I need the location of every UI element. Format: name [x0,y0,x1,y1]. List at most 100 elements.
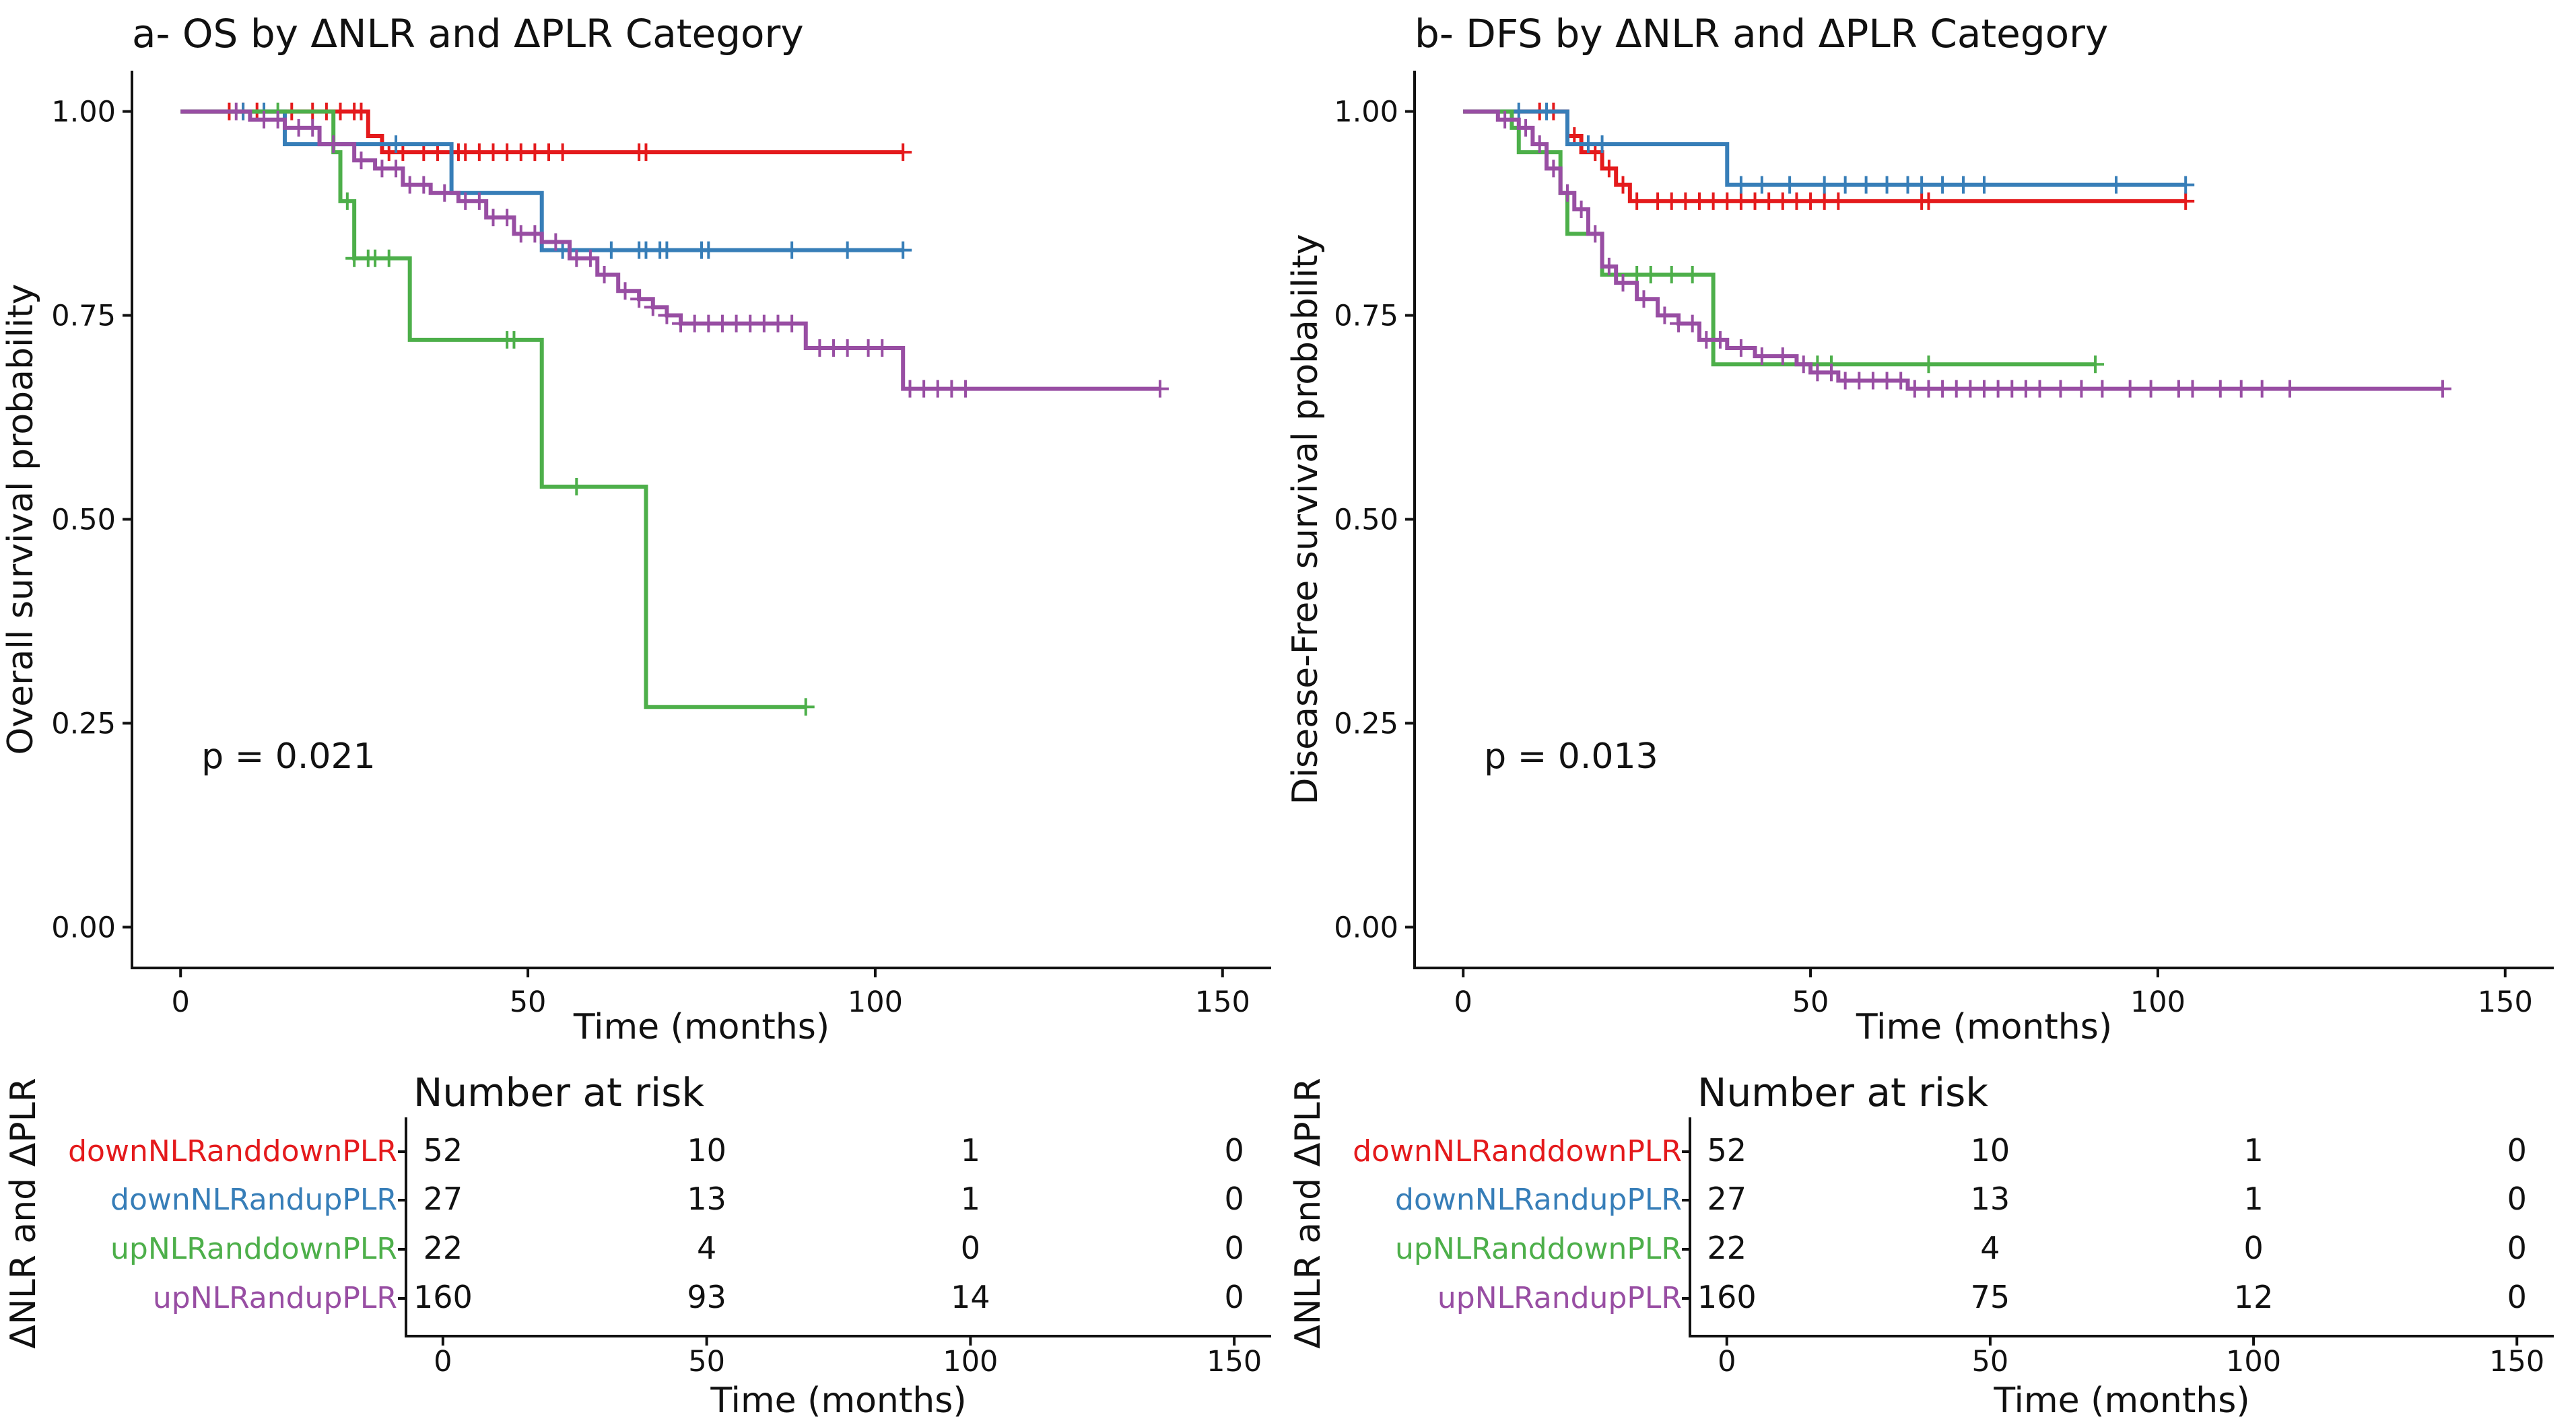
censor-mark [644,298,662,316]
censor-mark [505,330,523,349]
survival-curve [1463,109,2186,187]
censor-mark [380,249,398,267]
censor-mark [227,102,245,120]
risk-y-axis-label: ΔNLR and ΔPLR [3,1078,44,1349]
censor-mark [2183,380,2202,398]
censor-mark [1641,265,1660,283]
censor-mark [1913,176,1931,194]
risk-count: 0 [2507,1132,2527,1169]
censor-mark [325,135,343,153]
risk-count: 13 [687,1181,726,1217]
censor-mark [2052,380,2070,398]
censor-mark [387,135,405,153]
y-tick-label: 0.50 [1334,503,1398,537]
censor-mark [1628,192,1646,210]
censor-mark [269,110,287,129]
x-tick-label: 100 [848,985,903,1019]
censor-mark [2142,380,2160,398]
risk-count: 14 [951,1279,990,1315]
censor-mark [1517,118,1535,137]
risk-count: 1 [961,1181,980,1217]
y-tick-label: 0.50 [51,503,116,537]
risk-count: 160 [413,1279,473,1315]
risk-count: 22 [1707,1230,1747,1266]
risk-row-label: upNLRanddownPLR [1395,1232,1682,1266]
x-axis-label: Time (months) [573,1007,829,1047]
censor-mark [1781,176,1799,194]
y-tick-label: 1.00 [1334,96,1398,129]
risk-count: 22 [423,1230,463,1266]
censor-mark [526,225,544,243]
risk-x-tick-label: 0 [1718,1345,1736,1379]
risk-row-label: upNLRanddownPLR [110,1232,397,1266]
risk-table-axes [405,1117,1271,1337]
censor-mark [658,306,676,324]
risk-table-axes [1689,1117,2554,1337]
risk-row-label: downNLRanddownPLR [1353,1134,1682,1169]
series-upNLRandupPLR [180,102,1169,398]
risk-row-label: downNLRandupPLR [110,1183,397,1217]
censor-mark [436,184,454,202]
series-upNLRanddownPLR [1463,109,2105,374]
censor-mark [2177,192,2195,210]
risk-x-axis-label: Time (months) [1993,1381,2249,1421]
panel-b: b- DFS by ΔNLR and ΔPLR Category 0.00 0.25… [1285,11,2554,1421]
risk-row-label: upNLRandupPLR [153,1281,397,1315]
censor-mark [1614,176,1632,194]
censor-mark [1662,265,1681,283]
censor-mark [415,176,433,194]
chart-title: a- OS by ΔNLR and ΔPLR Category [132,11,804,57]
censor-mark [957,380,975,398]
x-tick-label: 0 [1454,985,1472,1019]
risk-count: 1 [2243,1181,2263,1217]
censor-mark [2072,380,2091,398]
censor-mark [1857,176,1875,194]
censor-mark [700,241,718,259]
series-downNLRandupPLR [1463,102,2195,194]
y-tick-label: 0.75 [1334,300,1398,333]
risk-x-tick-label: 50 [1972,1345,2009,1379]
censor-mark [2031,380,2049,398]
censor-mark [894,241,912,259]
y-axis-label: Overall survival probability [1,283,41,755]
y-tick-label: 0.00 [51,911,116,944]
x-tick-label: 100 [2130,985,2185,1019]
censor-mark [1538,102,1556,120]
censor-mark [637,143,655,162]
censor-mark [1920,192,1938,210]
censor-mark [838,339,856,357]
risk-count: 10 [1971,1132,2010,1169]
censor-mark [1496,110,1514,129]
risk-count: 0 [1225,1132,1244,1169]
risk-count: 0 [2507,1181,2527,1217]
censor-mark [1586,225,1604,243]
censor-mark [1530,135,1549,153]
censor-mark [2211,380,2229,398]
censor-mark [1151,380,1169,398]
y-tick-label: 0.25 [1334,707,1398,740]
risk-x-tick-label: 100 [2226,1345,2281,1379]
risk-row-label: upNLRandupPLR [1437,1281,1682,1315]
censor-mark [1683,265,1701,283]
censor-mark [553,143,572,162]
censor-mark [1975,176,1993,194]
censor-mark [2087,355,2105,374]
risk-count: 52 [1707,1132,1747,1169]
x-tick-label: 150 [1195,985,1250,1019]
risk-x-tick-label: 150 [1207,1345,1262,1379]
censor-mark [2433,380,2451,398]
risk-x-axis-label: Time (months) [710,1381,966,1421]
chart-title: b- DFS by ΔNLR and ΔPLR Category [1415,11,2108,57]
risk-count: 0 [2507,1230,2527,1266]
censor-mark [2107,176,2126,194]
censor-mark [595,265,613,283]
censor-mark [2093,380,2111,398]
censor-mark [1773,347,1792,366]
survival-curve [180,109,806,709]
risk-count: 12 [2234,1279,2274,1315]
risk-x-tick-label: 0 [434,1345,452,1379]
censor-mark [1545,160,1563,178]
censor-mark [352,102,370,120]
